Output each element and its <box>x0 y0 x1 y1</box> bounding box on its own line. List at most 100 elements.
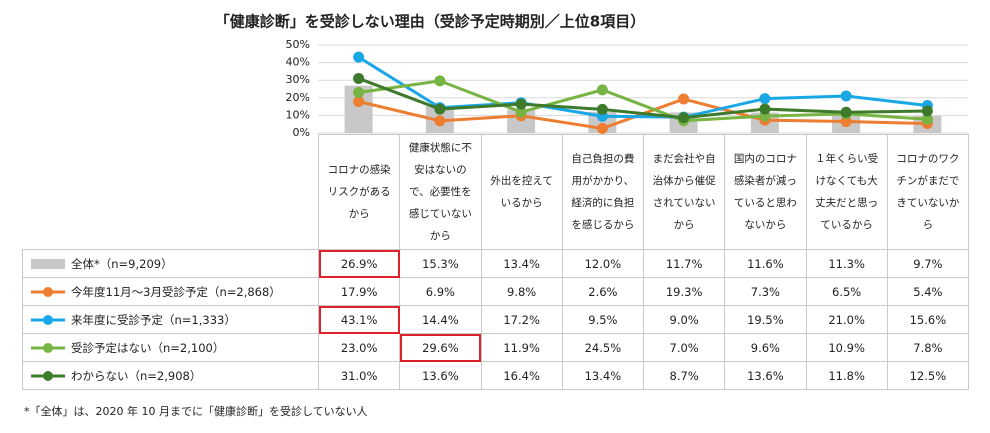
value-cell: 13.6% <box>399 361 482 390</box>
category-label: 国内のコロナ感染者が減っていると思わないから <box>724 134 807 250</box>
legend-marker <box>31 343 65 353</box>
value-cell: 10.9% <box>805 333 888 362</box>
value-cell: 23.0% <box>317 333 401 362</box>
data-table: コロナの感染リスクがあるから 健康状態に不安はないので、必要性を感じていないから外… <box>22 134 970 390</box>
value-cell: 24.5% <box>561 333 645 362</box>
point <box>921 105 933 117</box>
point <box>596 122 608 134</box>
point <box>515 106 527 118</box>
legend-dot <box>43 343 53 353</box>
series-row: 全体*（n=9,209） 26.9% 15.3% 13.4% 12.0% 11.7% 11.… <box>22 249 970 278</box>
value-cell: 7.0% <box>642 333 726 362</box>
value-cell: 13.4% <box>480 249 563 278</box>
value-cell: 11.8% <box>805 361 888 390</box>
point <box>678 93 690 105</box>
point <box>840 106 852 118</box>
corner-cell <box>23 135 319 250</box>
legend-dot <box>43 287 53 297</box>
legend-label: わからない（n=2,908） <box>71 368 202 383</box>
value-cell: 12.5% <box>886 361 970 390</box>
legend-label: 来年度に受診予定（n=1,333） <box>71 312 236 327</box>
value-cell: 17.2% <box>480 305 563 334</box>
value-cell: 26.9% <box>317 249 401 278</box>
point <box>759 103 771 115</box>
point <box>840 116 852 128</box>
point <box>434 103 446 115</box>
legend-marker <box>31 259 65 269</box>
y-tick-label: 0% <box>293 126 310 139</box>
series-row: 受診予定はない（n=2,100） 23.0% 29.6% 11.9% 24.5% 7.0%… <box>22 333 970 362</box>
point <box>921 113 933 125</box>
value-cell: 11.7% <box>642 249 726 278</box>
value-cell: 11.6% <box>724 249 807 278</box>
value-cell: 12.0% <box>561 249 645 278</box>
legend-entry: わからない（n=2,908） <box>22 361 319 390</box>
value-cell: 16.4% <box>480 361 563 390</box>
legend-dot <box>43 371 53 381</box>
legend-label: 今年度11月～3月受診予定（n=2,868） <box>71 284 281 299</box>
point <box>759 93 771 105</box>
point <box>434 115 446 127</box>
legend-label: 受診予定はない（n=2,100） <box>71 340 225 355</box>
value-cell: 21.0% <box>805 305 888 334</box>
y-tick-label: 30% <box>286 73 310 86</box>
chart-title: 「健康診断」を受診しない理由（受診予定時期別／上位8項目） <box>215 13 645 31</box>
point <box>434 75 446 87</box>
category-label: コロナの感染リスクがあるから <box>317 134 401 250</box>
category-label: 健康状態に不安はないので、必要性を感じていないから <box>399 134 482 250</box>
point <box>678 112 690 124</box>
category-label: １年くらい受けなくても大丈夫だと思っているから <box>805 134 888 250</box>
legend-marker <box>31 287 65 297</box>
category-label: 外出を控えているから <box>480 134 563 250</box>
value-cell: 19.3% <box>642 277 726 306</box>
point <box>353 87 365 99</box>
series-row: 来年度に受診予定（n=1,333） 43.1% 14.4% 17.2% 9.5% 9.0%… <box>22 305 970 334</box>
category-label: 自己負担の費用がかかり、経済的に負担を感じるから <box>561 134 645 250</box>
legend-entry: 受診予定はない（n=2,100） <box>22 333 319 362</box>
y-tick-label: 10% <box>286 108 310 121</box>
footnote: *「全体」は、2020 年 10 月までに「健康診断」を受診していない人 <box>24 405 368 418</box>
value-cell: 11.9% <box>480 333 563 362</box>
value-cell: 29.6% <box>399 333 482 362</box>
series-line <box>358 77 928 120</box>
y-tick-label: 50% <box>286 38 310 51</box>
value-cell: 15.3% <box>399 249 482 278</box>
series-row: わからない（n=2,908） 31.0% 13.6% 16.4% 13.4% 8.7% 13… <box>22 361 970 390</box>
point <box>596 103 608 115</box>
point <box>840 90 852 102</box>
value-cell: 9.5% <box>561 305 645 334</box>
legend-swatch <box>31 259 65 269</box>
point <box>353 95 365 107</box>
value-cell: 13.4% <box>561 361 645 390</box>
category-label: まだ会社や自治体から催促されていないから <box>642 134 726 250</box>
value-cell: 9.0% <box>642 305 726 334</box>
value-cell: 2.6% <box>561 277 645 306</box>
legend-entry: 来年度に受診予定（n=1,333） <box>22 305 319 334</box>
value-cell: 14.4% <box>399 305 482 334</box>
legend-dot <box>43 315 53 325</box>
value-cell: 15.6% <box>886 305 970 334</box>
value-cell: 17.9% <box>317 277 401 306</box>
value-cell: 19.5% <box>724 305 807 334</box>
y-tick-label: 20% <box>286 91 310 104</box>
category-label: コロナのワクチンがまだできていないから <box>886 134 970 250</box>
value-cell: 9.8% <box>480 277 563 306</box>
value-cell: 7.3% <box>724 277 807 306</box>
value-cell: 8.7% <box>642 361 726 390</box>
legend-label: 全体*（n=9,209） <box>71 256 173 271</box>
legend-marker <box>31 371 65 381</box>
value-cell: 11.3% <box>805 249 888 278</box>
header-row: コロナの感染リスクがあるから 健康状態に不安はないので、必要性を感じていないから外… <box>23 134 970 250</box>
y-tick-label: 40% <box>286 56 310 69</box>
value-cell: 43.1% <box>317 305 401 334</box>
series-row: 今年度11月～3月受診予定（n=2,868） 17.9% 6.9% 9.8% 2.6% 1… <box>22 277 970 306</box>
point <box>353 51 365 63</box>
value-cell: 9.6% <box>724 333 807 362</box>
point <box>596 84 608 96</box>
value-cell: 31.0% <box>317 361 401 390</box>
value-cell: 6.9% <box>399 277 482 306</box>
legend-entry: 全体*（n=9,209） <box>22 249 319 278</box>
point <box>515 98 527 110</box>
value-cell: 7.8% <box>886 333 970 362</box>
